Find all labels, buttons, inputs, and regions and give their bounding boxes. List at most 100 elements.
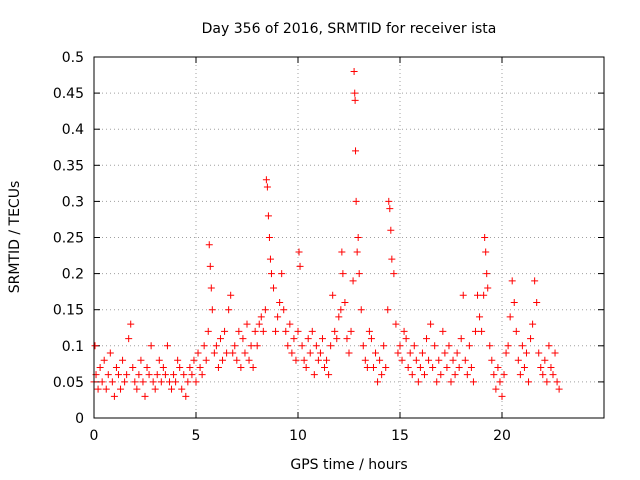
data-point bbox=[474, 291, 482, 299]
data-point bbox=[394, 349, 402, 357]
data-point bbox=[282, 327, 290, 335]
data-point bbox=[102, 385, 110, 393]
data-point bbox=[535, 349, 543, 357]
data-point bbox=[202, 356, 210, 364]
data-point bbox=[520, 363, 528, 371]
data-point bbox=[483, 270, 491, 278]
plot-frame bbox=[93, 56, 605, 419]
data-point bbox=[363, 363, 371, 371]
x-tick-label: 10 bbox=[289, 428, 307, 444]
data-point bbox=[100, 356, 108, 364]
data-point bbox=[129, 363, 137, 371]
data-point bbox=[541, 356, 549, 364]
data-point bbox=[216, 335, 224, 343]
data-point bbox=[539, 371, 547, 379]
data-point bbox=[170, 371, 178, 379]
data-point bbox=[445, 342, 453, 350]
data-point bbox=[119, 356, 127, 364]
data-point bbox=[380, 342, 388, 350]
x-tick-label: 5 bbox=[192, 428, 201, 444]
data-point bbox=[402, 335, 410, 343]
data-point bbox=[349, 277, 357, 285]
data-point bbox=[508, 277, 516, 285]
data-point bbox=[188, 371, 196, 379]
data-point bbox=[147, 342, 155, 350]
data-point bbox=[387, 226, 395, 234]
data-point bbox=[214, 363, 222, 371]
data-point bbox=[318, 335, 326, 343]
data-point bbox=[463, 371, 471, 379]
data-point bbox=[522, 349, 530, 357]
data-point bbox=[418, 349, 426, 357]
data-point bbox=[372, 349, 380, 357]
data-point bbox=[259, 327, 267, 335]
data-point bbox=[249, 363, 257, 371]
data-point bbox=[174, 356, 182, 364]
data-point bbox=[192, 378, 200, 386]
data-point bbox=[518, 342, 526, 350]
data-point bbox=[110, 392, 118, 400]
data-point bbox=[398, 356, 406, 364]
data-point bbox=[296, 262, 304, 270]
data-point bbox=[304, 335, 312, 343]
data-point bbox=[141, 392, 149, 400]
data-point bbox=[161, 371, 169, 379]
data-point bbox=[292, 356, 300, 364]
data-point bbox=[482, 248, 490, 256]
data-point bbox=[514, 356, 522, 364]
data-point bbox=[98, 378, 106, 386]
data-point bbox=[459, 291, 467, 299]
data-point bbox=[263, 183, 271, 191]
data-point bbox=[481, 234, 489, 241]
data-point bbox=[295, 248, 303, 256]
data-point bbox=[223, 349, 231, 357]
data-point bbox=[453, 349, 461, 357]
data-point bbox=[337, 306, 345, 314]
data-point bbox=[176, 363, 184, 371]
data-point bbox=[504, 342, 512, 350]
data-point bbox=[264, 212, 272, 220]
data-point bbox=[478, 327, 486, 335]
data-points bbox=[90, 67, 563, 400]
data-point bbox=[351, 96, 359, 104]
data-point bbox=[112, 363, 120, 371]
data-point bbox=[341, 298, 349, 306]
data-point bbox=[410, 342, 418, 350]
data-point bbox=[290, 335, 298, 343]
data-point bbox=[153, 371, 161, 379]
data-point bbox=[316, 349, 324, 357]
data-point bbox=[333, 335, 341, 343]
data-point bbox=[276, 298, 284, 306]
y-tick-label: 0.25 bbox=[53, 231, 84, 247]
data-point bbox=[245, 356, 253, 364]
data-point bbox=[255, 320, 263, 328]
data-point bbox=[396, 342, 404, 350]
data-point bbox=[339, 270, 347, 278]
y-tick-label: 0.1 bbox=[62, 339, 84, 355]
data-point bbox=[543, 378, 551, 386]
data-point bbox=[416, 363, 424, 371]
y-tick-label: 0 bbox=[75, 411, 84, 427]
data-point bbox=[117, 385, 125, 393]
data-point bbox=[149, 378, 157, 386]
data-point bbox=[94, 385, 102, 393]
data-point bbox=[182, 392, 190, 400]
data-point bbox=[194, 349, 202, 357]
data-point bbox=[239, 335, 247, 343]
y-tick-label: 0.2 bbox=[62, 267, 84, 283]
data-point bbox=[494, 363, 502, 371]
data-point bbox=[108, 378, 116, 386]
x-tick-label: 15 bbox=[391, 428, 409, 444]
y-tick-label: 0.3 bbox=[62, 194, 84, 210]
data-point bbox=[355, 270, 363, 278]
data-point bbox=[137, 356, 145, 364]
data-point bbox=[300, 356, 308, 364]
data-point bbox=[551, 349, 559, 357]
data-point bbox=[180, 371, 188, 379]
data-point bbox=[496, 378, 504, 386]
data-point bbox=[286, 320, 294, 328]
data-point bbox=[353, 248, 361, 256]
data-point bbox=[427, 320, 435, 328]
data-point bbox=[404, 363, 412, 371]
data-point bbox=[484, 284, 492, 292]
